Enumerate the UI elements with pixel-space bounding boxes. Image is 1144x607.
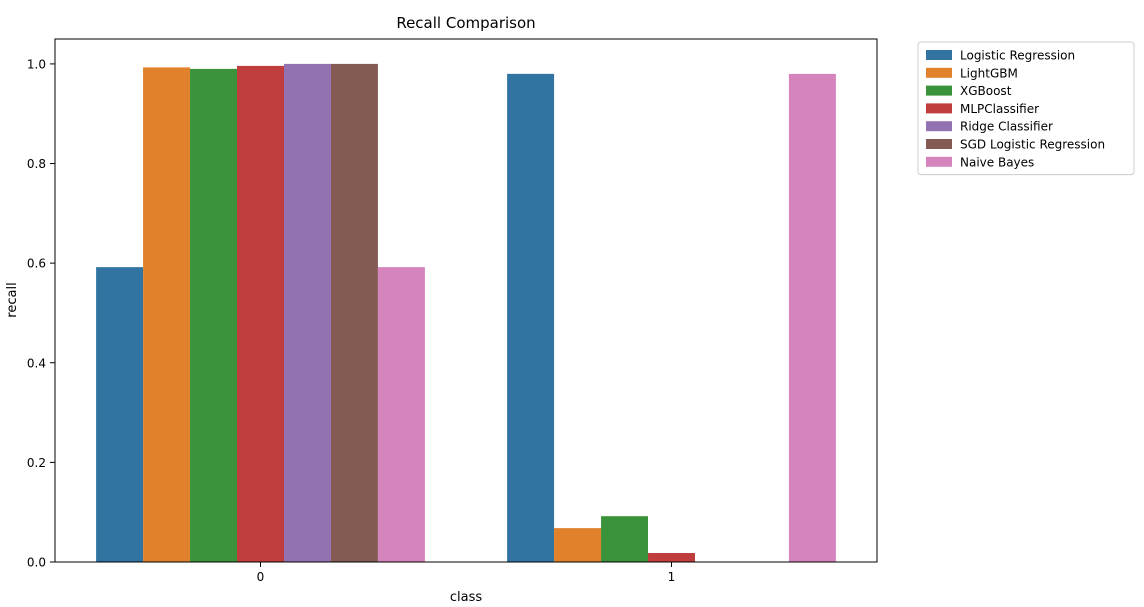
legend-swatch-naive-bayes [926,156,952,167]
bar-mlpclassifier-class-1 [648,553,695,562]
legend-label-mlpclassifier: MLPClassifier [960,102,1039,116]
bar-logistic-regression-class-0 [96,267,144,562]
y-tick-label: 0.2 [27,456,46,470]
y-tick-label: 0.4 [27,356,46,370]
legend-box [917,41,1135,176]
y-tick-label: 0.0 [27,556,46,570]
bar-lightgbm-class-0 [143,67,191,562]
chart-title: Recall Comparison [396,14,535,32]
y-tick-label: 0.8 [27,157,46,171]
legend-label-ridge-classifier: Ridge Classifier [960,120,1053,134]
legend-label-xgboost: XGBoost [960,84,1012,98]
y-axis-label: recall [5,282,20,317]
x-axis-label: class [450,590,482,605]
legend-swatch-sgd-logistic-regression [926,139,952,149]
legend-label-naive-bayes: Naive Bayes [960,155,1034,169]
legend-label-lightgbm: LightGBM [960,66,1018,80]
x-tick-label: 1 [668,570,676,584]
bar-naive-bayes-class-1 [788,73,836,563]
legend-swatch-logistic-regression [926,50,952,60]
legend: Logistic Regression LightGBM XGBoost MLPCla… [917,41,1135,176]
legend-swatch-ridge-classifier [926,121,952,132]
bar-lightgbm-class-1 [554,528,602,562]
bar-ridge-classifier-class-0 [283,63,331,563]
y-tick-label: 1.0 [27,57,46,71]
plot-frame [54,38,878,563]
bar-xgboost-class-1 [601,516,649,562]
bar-xgboost-class-0 [190,68,238,562]
legend-swatch-lightgbm [926,67,952,78]
bar-sgd-logistic-regression-class-0 [330,63,378,563]
bar-logistic-regression-class-1 [507,73,555,563]
y-tick-label: 0.6 [27,257,46,271]
legend-swatch-xgboost [926,85,952,96]
x-tick-label: 0 [257,570,265,584]
bars-group [96,63,836,563]
legend-label-logistic-regression: Logistic Regression [960,49,1075,63]
axes-group: 0.0 0.2 0.4 0.6 0.8 1.0 0 1 [27,38,878,584]
bar-mlpclassifier-class-0 [237,65,284,563]
legend-swatch-mlpclassifier [926,103,952,114]
bar-naive-bayes-class-0 [377,267,425,562]
legend-label-sgd-logistic-regression: SGD Logistic Regression [960,138,1105,152]
